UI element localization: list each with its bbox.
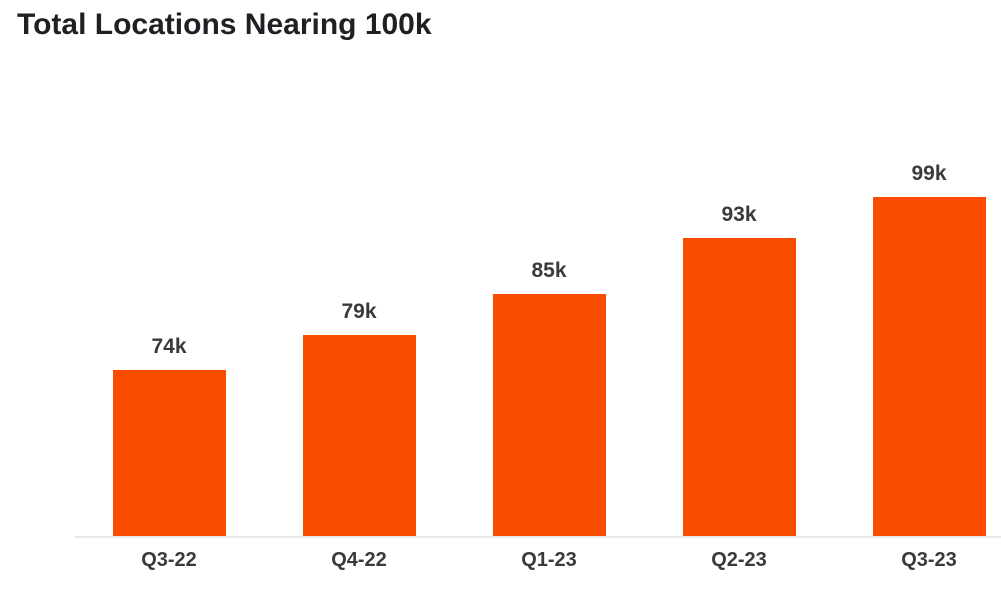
chart-title: Total Locations Nearing 100k xyxy=(17,8,432,41)
bar-Q4-22 xyxy=(302,335,416,536)
bar-value-label: 74k xyxy=(151,335,187,358)
x-axis-tick-label: Q1-23 xyxy=(521,549,577,571)
bar-Q1-23 xyxy=(492,294,606,536)
bar-value-label: 99k xyxy=(911,162,947,185)
bar-value-label: 85k xyxy=(531,259,567,282)
x-axis-tick-label: Q4-22 xyxy=(331,549,387,571)
bar-Q3-23 xyxy=(872,197,986,536)
x-axis-tick-label: Q3-22 xyxy=(141,549,197,571)
bar-value-label: 79k xyxy=(341,300,377,323)
bar-value-label: 93k xyxy=(721,203,757,226)
x-axis-tick-label: Q3-23 xyxy=(901,549,957,571)
bar-Q2-23 xyxy=(682,238,796,536)
x-axis-tick-label: Q2-23 xyxy=(711,549,767,571)
x-axis-line xyxy=(75,536,1001,538)
bar-Q3-22 xyxy=(112,370,226,536)
